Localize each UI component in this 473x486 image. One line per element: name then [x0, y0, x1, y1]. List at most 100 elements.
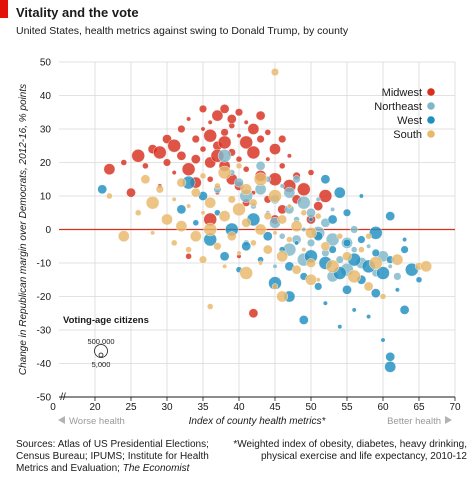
data-point-west: [337, 324, 343, 330]
data-point-west: [294, 240, 299, 246]
data-point-south: [186, 203, 192, 209]
size-legend-layer: Voting-age citizens 500,000 5,000: [63, 315, 149, 369]
x-tick-label: 25: [125, 402, 137, 413]
x-tick-label: 50: [305, 402, 317, 413]
data-point-south: [161, 213, 173, 226]
data-point-midwest: [219, 104, 230, 114]
data-point-midwest: [269, 143, 281, 155]
data-point-south: [306, 258, 316, 268]
data-point-west: [384, 361, 397, 373]
data-point-south: [171, 196, 177, 202]
data-point-midwest: [278, 135, 287, 144]
data-point-south: [200, 210, 206, 216]
sources-line: Metrics and Evaluation; The Economist: [16, 463, 231, 475]
data-point-south: [305, 273, 317, 286]
legend-label-midwest: Midwest: [382, 87, 422, 99]
better-health-label: Better health: [387, 416, 441, 427]
data-point-south: [291, 264, 302, 275]
data-point-west: [371, 248, 380, 257]
data-point-west: [402, 237, 407, 242]
data-point-south: [369, 256, 383, 270]
data-point-south: [239, 266, 253, 280]
data-point-northeast: [297, 195, 311, 210]
data-point-northeast: [292, 175, 301, 184]
data-point-midwest: [211, 109, 224, 122]
data-point-south: [286, 203, 292, 209]
data-point-midwest: [247, 123, 260, 135]
size-legend-small-circle: [98, 352, 104, 358]
y-tick-label: 40: [40, 91, 52, 102]
data-point-south: [301, 247, 307, 253]
data-point-midwest: [226, 114, 237, 124]
data-point-south: [325, 259, 340, 274]
data-point-south: [300, 209, 307, 216]
data-point-west: [333, 186, 346, 199]
sources-line: Sources: Atlas of US Presidential Electi…: [16, 439, 209, 450]
data-point-south: [190, 187, 201, 198]
data-point-west: [262, 231, 273, 241]
data-point-midwest: [162, 158, 171, 167]
sources-line: Census Bureau; IPUMS; Institute for Heal…: [16, 451, 209, 462]
data-point-west: [320, 174, 331, 185]
data-point-west: [322, 300, 328, 306]
legend-swatch-midwest: [427, 88, 435, 96]
data-point-south: [342, 251, 352, 262]
data-point-south: [185, 246, 192, 253]
legend-swatch-northeast: [427, 102, 435, 110]
data-point-south: [170, 239, 178, 247]
data-point-midwest: [220, 128, 229, 137]
data-point-south: [176, 177, 187, 188]
data-point-south: [155, 185, 164, 194]
data-point-midwest: [103, 163, 116, 175]
legend-label-west: West: [397, 115, 422, 127]
data-point-midwest: [181, 162, 196, 176]
chart-subtitle: United States, health metrics against sw…: [16, 25, 349, 37]
data-point-south: [363, 281, 374, 292]
data-point-midwest: [120, 159, 128, 166]
data-point-midwest: [297, 182, 311, 197]
data-point-midwest: [186, 116, 192, 122]
data-point-northeast: [330, 206, 335, 212]
y-tick-label: 20: [40, 158, 52, 169]
data-point-midwest: [243, 119, 249, 125]
sources-text: Metrics and Evaluation;: [16, 463, 123, 474]
data-point-south: [199, 172, 207, 180]
data-point-south: [240, 183, 252, 196]
data-point-northeast: [387, 263, 393, 269]
data-point-west: [394, 287, 400, 293]
y-tick-label: -10: [37, 259, 52, 270]
data-point-south: [150, 230, 156, 236]
data-point-west: [176, 204, 187, 215]
sources-note: Sources: Atlas of US Presidential Electi…: [16, 439, 231, 475]
size-legend-large-circle: [94, 344, 108, 358]
data-point-west: [399, 305, 410, 315]
data-point-west: [385, 211, 396, 221]
data-point-south: [213, 242, 222, 251]
data-point-south: [305, 227, 317, 239]
data-point-west: [219, 251, 230, 262]
data-point-south: [263, 212, 272, 221]
data-point-west: [342, 284, 352, 295]
data-point-south: [140, 174, 151, 185]
data-point-midwest: [126, 187, 136, 198]
data-point-south: [290, 220, 303, 232]
data-point-midwest: [248, 308, 259, 319]
data-point-south: [271, 283, 279, 290]
data-point-midwest: [198, 104, 207, 113]
data-point-northeast: [350, 225, 359, 234]
data-point-south: [217, 165, 232, 180]
data-point-south: [276, 290, 289, 303]
data-point-west: [308, 217, 314, 222]
data-point-west: [369, 226, 383, 240]
data-point-south: [250, 239, 257, 247]
data-point-south: [268, 189, 282, 203]
data-point-midwest: [318, 189, 333, 203]
data-point-south: [258, 260, 263, 266]
data-point-midwest: [207, 119, 213, 125]
data-point-south: [249, 198, 258, 207]
x-tick-label: 55: [341, 402, 353, 413]
data-point-south: [241, 217, 251, 228]
data-point-midwest: [234, 108, 243, 117]
legend-label-northeast: Northeast: [374, 101, 422, 113]
data-point-south: [235, 162, 243, 170]
